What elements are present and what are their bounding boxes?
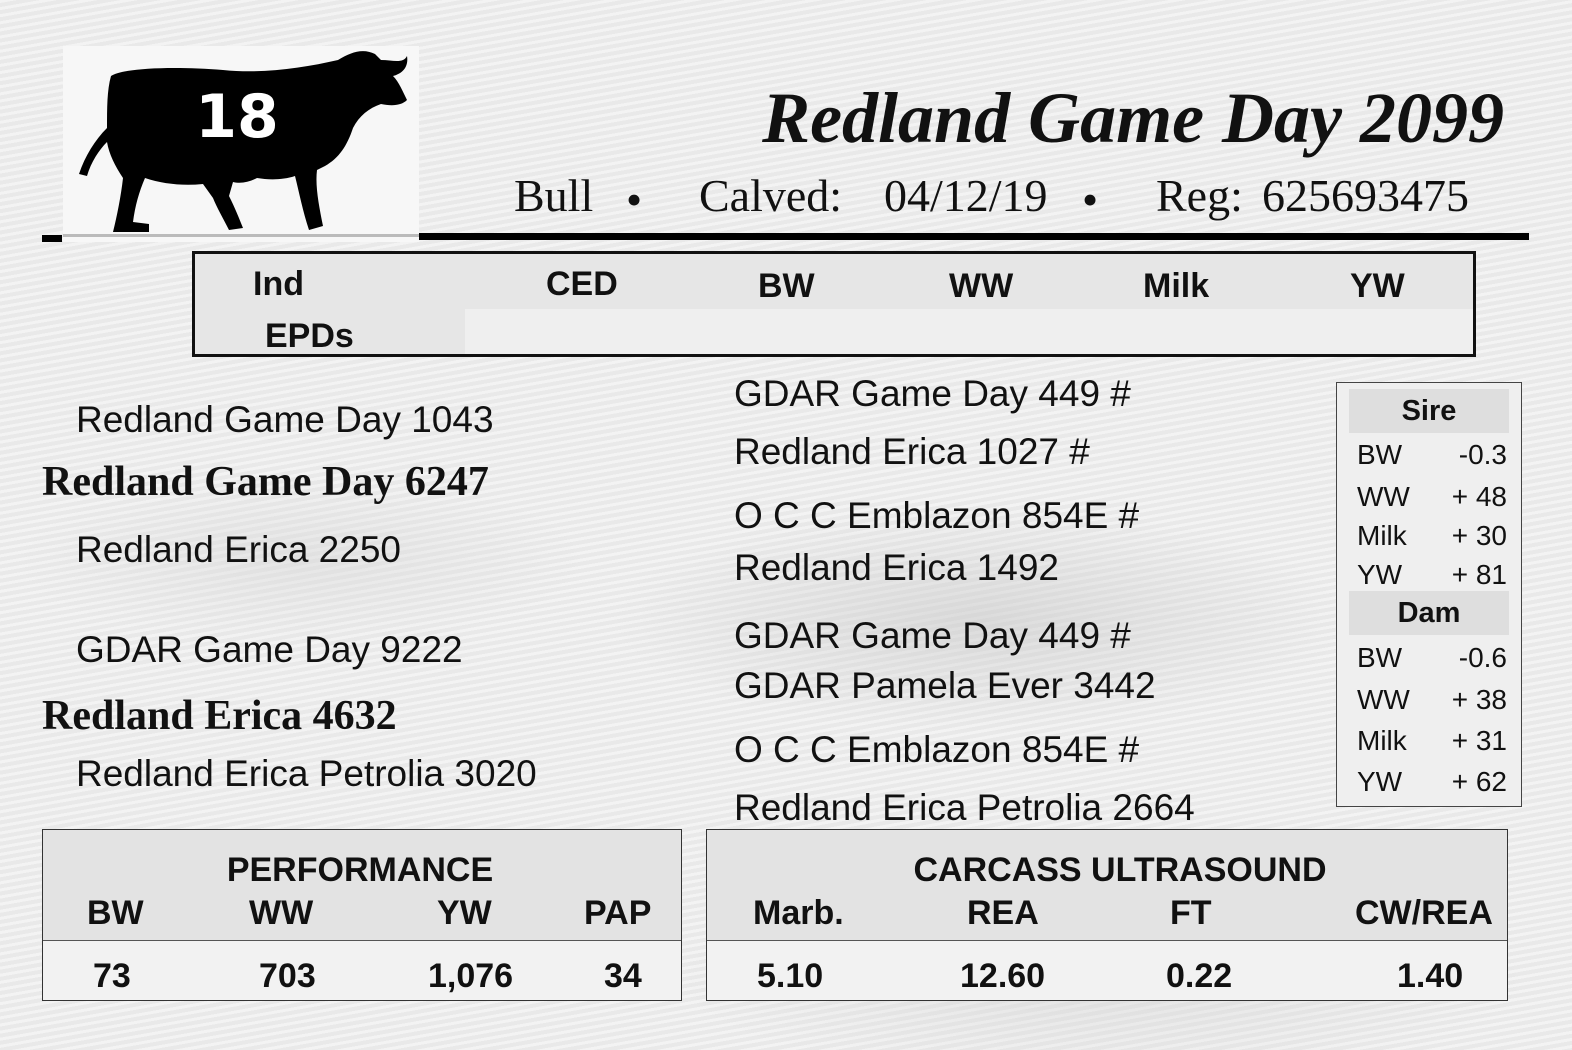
dam-epd-title: Dam — [1349, 591, 1509, 635]
pedigree-gen3-3: O C C Emblazon 854E # — [734, 495, 1140, 536]
epd-col-milk: Milk — [1143, 267, 1210, 305]
performance-header-bw: BW — [87, 894, 144, 932]
epd-label: WW — [1357, 481, 1410, 512]
performance-title: PERFORMANCE — [226, 851, 494, 889]
epd-value: + 81 — [1451, 559, 1507, 590]
carcass-header-cw-rea: CW/REA — [1355, 894, 1493, 932]
lot-number: 18 — [195, 82, 279, 152]
epd-col-ced: CED — [546, 265, 618, 303]
pedigree-sire: Redland Game Day 6247 — [42, 459, 489, 505]
separator-dot: • — [626, 174, 643, 225]
epd-value: + 62 — [1451, 766, 1507, 797]
sire-epd-title: Sire — [1349, 389, 1509, 433]
carcass-header-ft: FT — [1170, 894, 1212, 932]
pedigree-sire-dam: Redland Erica 2250 — [76, 529, 401, 570]
performance-value-ww: 703 — [259, 957, 316, 995]
performance-header-ww: WW — [249, 894, 314, 932]
epd-col-ww: WW — [949, 267, 1014, 305]
pedigree-dam: Redland Erica 4632 — [42, 693, 397, 739]
epd-value: -0.3 — [1458, 439, 1507, 470]
carcass-value-marb: 5.10 — [757, 957, 824, 995]
performance-value-bw: 73 — [93, 957, 131, 995]
epd-col-bw: BW — [758, 267, 815, 305]
epd-value: -0.6 — [1458, 642, 1507, 673]
pedigree-dam-sire: GDAR Game Day 9222 — [76, 629, 463, 670]
carcass-value-ft: 0.22 — [1166, 957, 1233, 995]
pedigree-gen3-2: Redland Erica 1027 # — [734, 431, 1090, 472]
epd-label: BW — [1357, 642, 1403, 673]
pedigree-sire-sire: Redland Game Day 1043 — [76, 399, 494, 440]
header-rule-left — [42, 235, 62, 242]
epd-value: + 31 — [1451, 725, 1507, 756]
performance-value-yw: 1,076 — [428, 957, 514, 995]
epd-label: YW — [1357, 766, 1403, 797]
carcass-ultrasound-table: CARCASS ULTRASOUND Marb. REA FT CW/REA 5… — [706, 829, 1508, 1001]
pedigree-gen3-7: O C C Emblazon 854E # — [734, 729, 1140, 770]
performance-value-pap: 34 — [604, 957, 642, 995]
reg-number: 625693475 — [1262, 170, 1469, 221]
carcass-title: CARCASS ULTRASOUND — [913, 851, 1327, 889]
epd-value: + 38 — [1451, 684, 1507, 715]
ind-label: Ind — [253, 265, 304, 303]
epd-label: YW — [1357, 559, 1403, 590]
epd-label: Milk — [1357, 725, 1407, 756]
carcass-value-rea: 12.60 — [960, 957, 1046, 995]
pedigree-gen3-5: GDAR Game Day 449 # — [734, 615, 1131, 656]
epd-label: Milk — [1357, 520, 1407, 551]
pedigree-dam-dam: Redland Erica Petrolia 3020 — [76, 753, 537, 794]
carcass-header-marb: Marb. — [753, 894, 844, 932]
separator-dot: • — [1082, 174, 1099, 225]
pedigree-gen3-6: GDAR Pamela Ever 3442 — [734, 665, 1156, 706]
pedigree-gen3-8: Redland Erica Petrolia 2664 — [734, 787, 1195, 828]
sex-label: Bull — [514, 170, 594, 221]
pedigree-gen3-1: GDAR Game Day 449 # — [734, 373, 1131, 414]
animal-name-title: Redland Game Day 2099 — [762, 78, 1504, 158]
performance-header-yw: YW — [437, 894, 492, 932]
pedigree-gen3-4: Redland Erica 1492 — [734, 547, 1059, 588]
calved-label: Calved: — [699, 170, 843, 221]
bull-logo: 18 — [63, 46, 419, 242]
calved-date: 04/12/19 — [884, 170, 1048, 221]
epds-label: EPDs — [265, 317, 354, 355]
reg-label: Reg: — [1156, 170, 1243, 221]
epd-label: BW — [1357, 439, 1403, 470]
parent-epd-box: Sire BW -0.3 WW + 48 Milk + 30 YW + 81 D… — [1336, 382, 1522, 807]
epd-label: WW — [1357, 684, 1410, 715]
header-rule — [419, 233, 1529, 240]
epd-value: + 48 — [1451, 481, 1507, 512]
epd-value: + 30 — [1451, 520, 1507, 551]
epd-header-table: Ind EPDs CED BW WW Milk YW — [192, 251, 1476, 357]
bull-silhouette-icon — [63, 51, 419, 237]
epd-col-yw: YW — [1350, 267, 1405, 305]
performance-table: PERFORMANCE BW WW YW PAP 73 703 1,076 34 — [42, 829, 682, 1001]
carcass-value-cw-rea: 1.40 — [1397, 957, 1464, 995]
performance-header-pap: PAP — [584, 894, 652, 932]
carcass-header-rea: REA — [967, 894, 1039, 932]
